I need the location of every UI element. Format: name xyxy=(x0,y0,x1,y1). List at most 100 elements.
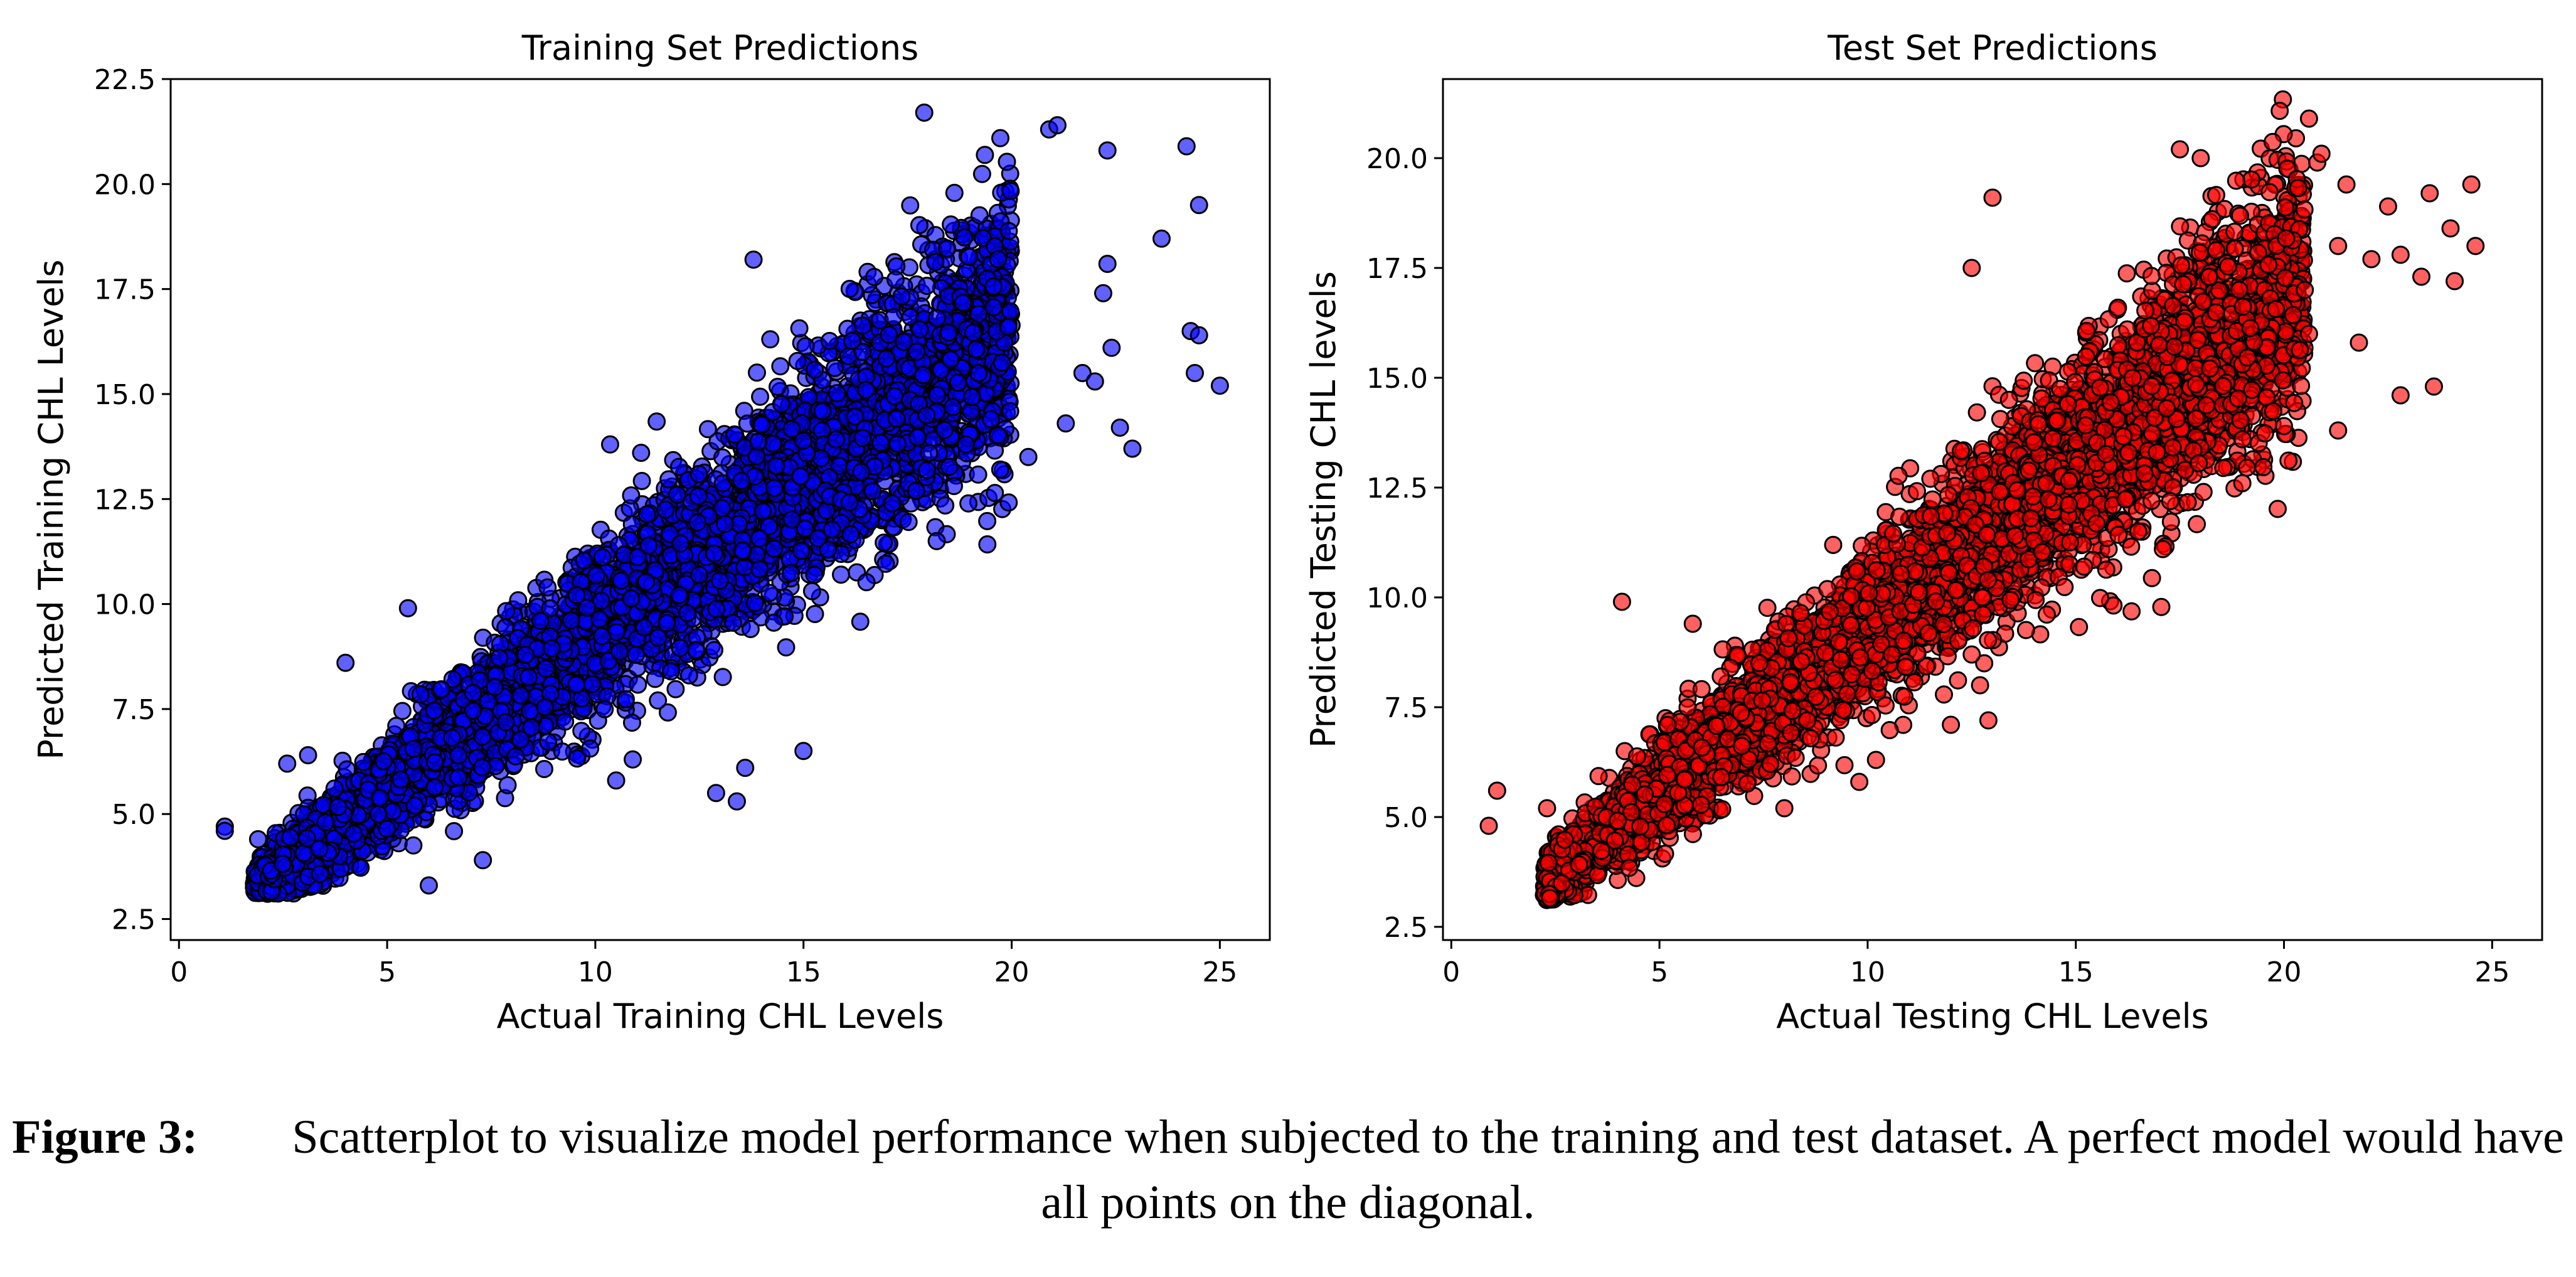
data-point xyxy=(760,584,779,602)
data-point xyxy=(865,267,883,286)
data-point xyxy=(960,247,979,266)
data-point xyxy=(567,675,585,694)
data-point xyxy=(671,639,689,657)
data-point xyxy=(748,363,766,382)
data-point xyxy=(986,484,1004,503)
data-point xyxy=(601,435,619,454)
data-point xyxy=(790,319,809,338)
data-point xyxy=(713,668,732,687)
data-point xyxy=(875,533,893,552)
data-point xyxy=(553,742,572,761)
data-point xyxy=(765,479,784,497)
data-point xyxy=(541,599,560,617)
training-scatter-panel: Training Set Predictions 0 5 10 15 20 25 2.55… xyxy=(31,28,1271,1036)
data-point xyxy=(938,239,957,258)
data-point xyxy=(646,670,664,688)
data-point xyxy=(745,594,764,612)
data-point xyxy=(955,228,974,247)
data-point xyxy=(449,768,468,787)
data-point xyxy=(782,564,801,582)
data-point xyxy=(767,456,785,475)
data-point xyxy=(581,739,600,758)
data-point xyxy=(1001,182,1020,200)
data-point xyxy=(679,666,698,685)
training-chart-title: Training Set Predictions xyxy=(521,28,918,68)
data-point xyxy=(969,304,988,323)
data-point xyxy=(662,662,681,681)
data-point xyxy=(806,360,824,379)
data-point xyxy=(539,732,558,751)
data-point xyxy=(647,412,666,431)
data-point xyxy=(788,351,807,370)
data-point xyxy=(962,388,981,407)
data-point xyxy=(464,683,482,702)
data-point xyxy=(445,822,464,840)
data-point xyxy=(969,465,987,484)
data-point xyxy=(752,415,771,434)
data-point xyxy=(826,358,844,377)
data-point xyxy=(777,638,796,657)
data-point xyxy=(769,378,787,396)
data-point xyxy=(556,712,575,731)
data-point xyxy=(617,690,635,708)
data-point xyxy=(999,318,1018,336)
data-point xyxy=(623,713,641,732)
data-point xyxy=(425,701,444,720)
data-point xyxy=(876,554,895,573)
data-point xyxy=(991,460,1009,479)
data-point xyxy=(886,270,905,289)
data-point xyxy=(666,680,685,698)
data-point xyxy=(562,611,580,629)
data-point xyxy=(935,420,954,439)
data-point xyxy=(490,648,509,667)
data-point xyxy=(936,496,955,515)
data-point xyxy=(863,482,882,501)
data-point xyxy=(393,702,412,720)
data-point xyxy=(927,309,946,328)
data-point xyxy=(733,541,752,560)
data-point xyxy=(884,308,903,326)
data-point xyxy=(871,434,890,452)
data-point xyxy=(1001,402,1019,420)
data-point xyxy=(632,472,651,490)
data-point xyxy=(993,353,1011,372)
data-point xyxy=(629,675,647,694)
data-point xyxy=(354,752,373,771)
data-point xyxy=(991,129,1009,147)
data-point xyxy=(892,287,911,306)
data-point xyxy=(772,395,790,414)
data-point xyxy=(735,558,754,577)
data-point xyxy=(901,196,920,215)
training-points xyxy=(215,104,1229,903)
data-point xyxy=(989,250,1008,269)
data-point xyxy=(761,330,780,349)
data-point xyxy=(688,513,707,532)
data-point xyxy=(853,316,872,335)
data-point xyxy=(805,565,824,584)
data-point xyxy=(764,434,782,453)
data-point xyxy=(999,222,1018,240)
data-point xyxy=(802,582,821,601)
data-point xyxy=(659,470,678,489)
data-point xyxy=(949,373,967,392)
data-point xyxy=(575,551,593,570)
data-point xyxy=(851,612,870,631)
data-point xyxy=(998,152,1016,171)
data-point xyxy=(976,146,994,164)
data-point xyxy=(622,486,641,505)
data-point xyxy=(425,778,444,797)
data-point xyxy=(940,457,959,476)
data-point xyxy=(926,253,945,271)
data-point xyxy=(972,164,991,183)
data-point xyxy=(944,398,962,417)
data-point xyxy=(506,747,525,766)
data-point xyxy=(686,641,705,660)
data-point xyxy=(978,511,997,530)
data-point xyxy=(857,573,876,592)
data-point xyxy=(942,215,961,234)
data-point xyxy=(689,465,708,483)
data-point xyxy=(496,618,515,637)
data-point xyxy=(751,387,770,406)
data-point xyxy=(538,578,557,597)
